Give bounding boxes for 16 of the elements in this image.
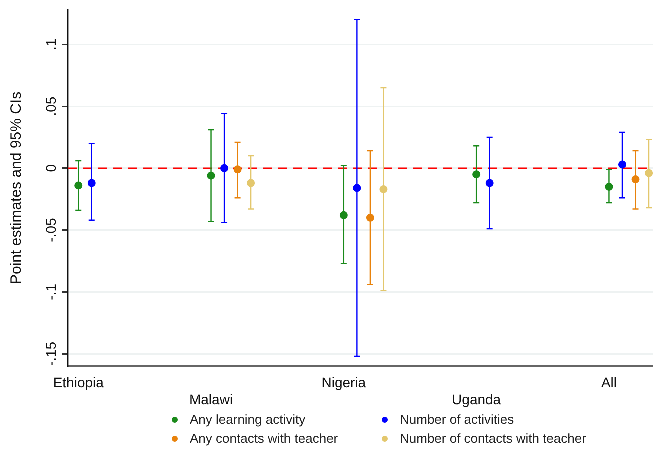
x-tick-label: Nigeria [322,374,366,391]
x-tick-label: All [601,374,618,391]
y-tick-label: -.15 [42,342,59,366]
y-tick-label: .05 [42,96,59,116]
legend-label: Number of activities [400,412,514,427]
x-tick-label: Malawi [189,391,234,408]
legend-label: Number of contacts with teacher [400,431,586,446]
y-tick-label: -.05 [42,218,59,242]
y-tick-label: 0 [42,164,59,172]
y-tick-label: -.1 [42,284,59,300]
legend-label: Any contacts with teacher [190,431,338,446]
y-axis-title: Point estimates and 95% CIs [8,92,26,285]
y-tick-label: .1 [42,38,59,50]
x-tick-label: Ethiopia [53,374,104,391]
legend-label: Any learning activity [190,412,306,427]
x-tick-label: Uganda [452,391,502,408]
